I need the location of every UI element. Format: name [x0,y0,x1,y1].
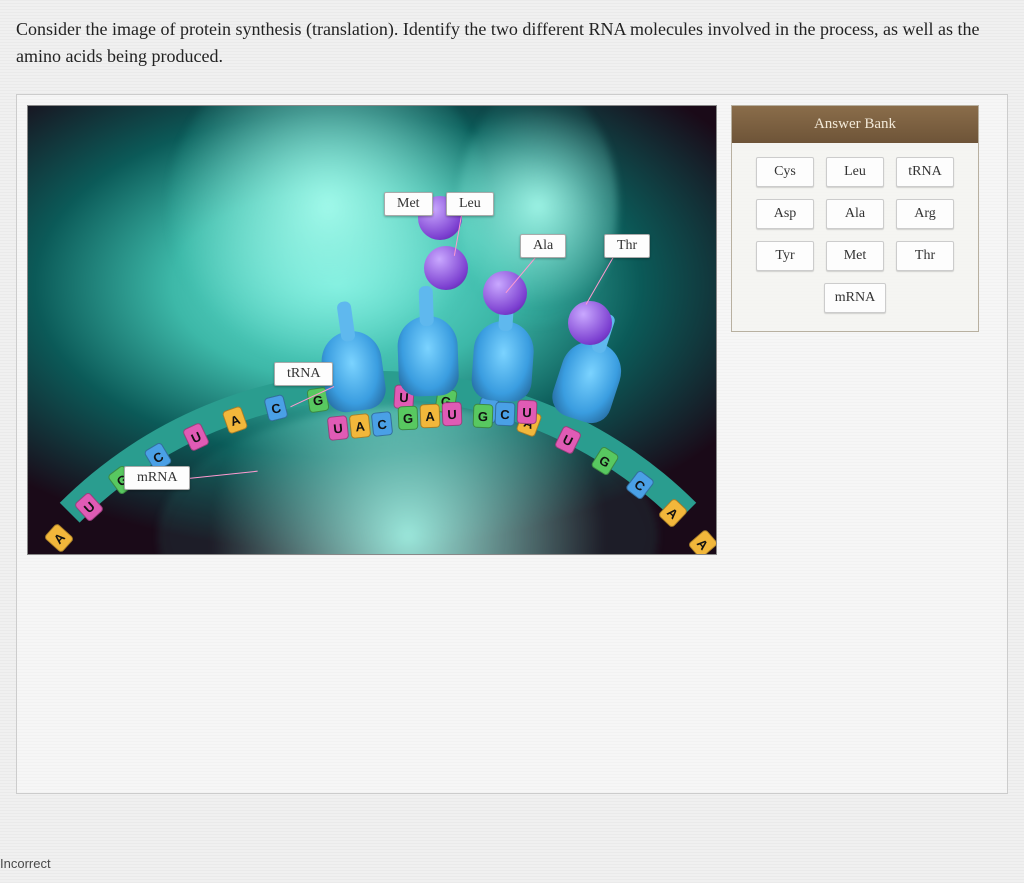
amino-acid [424,246,468,290]
bank-item[interactable]: Met [826,241,884,271]
anticodon-base: G [398,406,419,431]
anticodon-base: A [420,404,441,429]
bank-item[interactable]: Ala [826,199,884,229]
drop-target-rna2[interactable]: mRNA [124,466,190,490]
drop-target-aa3[interactable]: Ala [520,234,566,258]
bank-item[interactable]: Leu [826,157,884,187]
answer-bank-grid: Cys LeutRNA Asp Ala Arg Tyr Met ThrmRNA [732,143,978,331]
anticodon-base: U [327,415,349,441]
anticodon-base: G [473,404,494,429]
bank-item[interactable]: mRNA [824,283,886,313]
answer-bank-title: Answer Bank [732,106,978,143]
drop-target-aa1[interactable]: Met [384,192,433,216]
anticodon-base: C [371,411,393,437]
work-area: ACGAUGCUACGAUGCAUGCAAAU UACGAUGCU tRNA m… [16,94,1008,794]
translation-diagram[interactable]: ACGAUGCUACGAUGCAUGCAAAU UACGAUGCU tRNA m… [27,105,717,555]
bank-item[interactable]: Tyr [756,241,814,271]
feedback-text: Incorrect [0,856,51,871]
drop-target-aa4[interactable]: Thr [604,234,650,258]
bank-item[interactable]: Asp [756,199,814,229]
page: Consider the image of protein synthesis … [0,0,1024,883]
question-text: Consider the image of protein synthesis … [16,16,1008,70]
anticodon-base: U [442,402,463,427]
answer-bank: Answer Bank Cys LeutRNA Asp Ala Arg Tyr Met Thr… [731,105,979,332]
anticodon-base: A [349,413,371,439]
anticodon-base: C [495,402,516,427]
trna-molecule [397,315,460,397]
bank-item[interactable]: Thr [896,241,954,271]
bank-item[interactable]: Cys [756,157,814,187]
amino-acid [568,301,612,345]
drop-target-rna1[interactable]: tRNA [274,362,333,386]
drop-target-aa2[interactable]: Leu [446,192,494,216]
amino-acid [483,271,527,315]
bank-item[interactable]: Arg [896,199,954,229]
content-row: ACGAUGCUACGAUGCAUGCAAAU UACGAUGCU tRNA m… [27,105,997,555]
bank-item[interactable]: tRNA [896,157,954,187]
trna-molecule [470,319,535,403]
anticodon-base: U [517,400,538,425]
